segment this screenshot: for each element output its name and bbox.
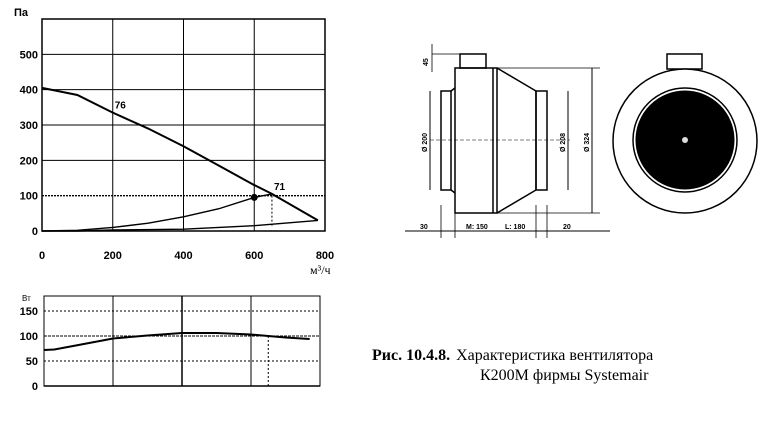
dimension-labels: 45 Ø 200 Ø 208 Ø 324 30 M: 150 L: 180 20 <box>420 58 591 231</box>
y-tick-label: 100 <box>20 331 38 343</box>
y-tick-label: 0 <box>32 381 38 393</box>
y-axis-label-power: Вт <box>22 294 31 303</box>
dim-l: L: 180 <box>505 224 525 231</box>
y-tick-label: 150 <box>20 306 38 318</box>
x-tick-label: 800 <box>316 250 334 262</box>
operating-marker <box>250 193 258 201</box>
curve-annotation: 76 <box>115 101 127 112</box>
y-tick-label: 50 <box>26 356 38 368</box>
figure-caption: Рис. 10.4.8. Характеристика вентилятора К… <box>372 346 653 386</box>
pressure-chart: Па м³/ч 0 100 200 300 400 500 0 200 400 600 800 76 7… <box>14 7 334 277</box>
x-tick-label: 600 <box>245 250 263 262</box>
y-tick-label: 500 <box>20 49 38 61</box>
dim-45: 45 <box>423 58 430 66</box>
y-tick-label: 100 <box>20 191 38 203</box>
system-curve <box>41 193 273 232</box>
dim-right: 20 <box>563 224 571 231</box>
y-tick-label: 0 <box>32 226 38 238</box>
dim-left: 30 <box>420 224 428 231</box>
y-axis-label: Па <box>14 7 29 19</box>
dim-inlet: Ø 200 <box>422 133 429 152</box>
fan-front-view <box>612 53 758 214</box>
y-tick-label: 400 <box>20 85 38 97</box>
caption-line1: Характеристика вентилятора <box>456 347 654 364</box>
lower-curve <box>42 219 318 232</box>
x-tick-label: 0 <box>39 250 45 262</box>
dim-m: M: 150 <box>466 224 488 231</box>
fan-curve <box>41 86 319 222</box>
caption-line2: К200М фирмы Systemair <box>480 367 649 384</box>
y-tick-label: 300 <box>20 120 38 132</box>
y-tick-label: 200 <box>20 155 38 167</box>
caption-label: Рис. 10.4.8. <box>372 347 451 364</box>
fan-side-view <box>405 44 610 238</box>
x-axis-label: м³/ч <box>310 263 331 277</box>
dim-body: Ø 324 <box>584 133 591 152</box>
dim-outlet: Ø 208 <box>560 133 567 152</box>
x-tick-label: 200 <box>104 250 122 262</box>
x-tick-label: 400 <box>174 250 192 262</box>
power-chart: Вт 0 50 100 150 <box>20 294 321 393</box>
curve-annotation: 71 <box>274 182 286 193</box>
